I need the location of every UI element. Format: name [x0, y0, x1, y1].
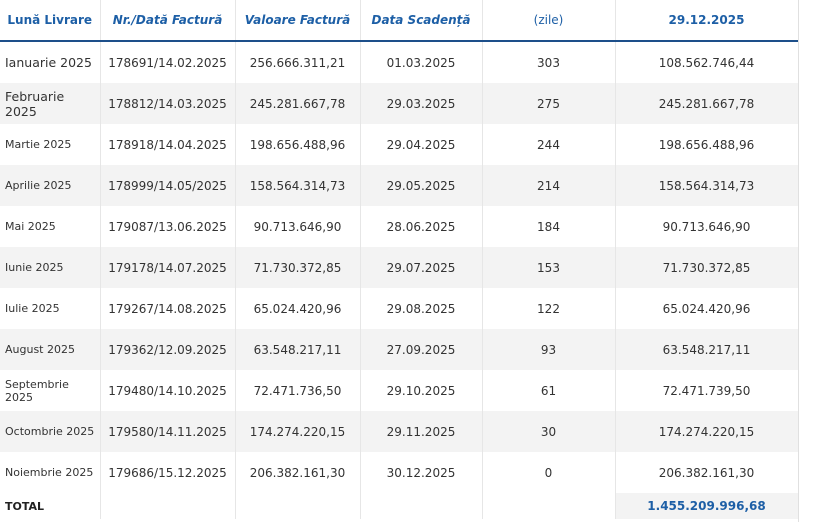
- table-row: Mai 2025 179087/13.06.2025 90.713.646,90 28…: [0, 206, 799, 247]
- table-cell: 179362/12.09.2025: [100, 329, 236, 370]
- table-cell: 214: [482, 165, 616, 206]
- table-row: Februarie 2025 178812/14.03.2025 245.281.6…: [0, 83, 799, 124]
- table-body: Ianuarie 2025 178691/14.02.2025 256.666.31…: [0, 41, 799, 519]
- table-cell: 179686/15.12.2025: [100, 452, 236, 493]
- table-cell: 178918/14.04.2025: [100, 124, 236, 165]
- table-cell: 158.564.314,73: [235, 165, 361, 206]
- table-cell: 01.03.2025: [360, 41, 483, 83]
- header-cell: Data Scadență: [360, 0, 483, 42]
- table-cell: 178691/14.02.2025: [100, 41, 236, 83]
- empty-cell: [235, 493, 361, 519]
- table-cell: 275: [482, 83, 616, 124]
- header-cell: Nr./Dată Factură: [100, 0, 236, 42]
- table-cell: 179087/13.06.2025: [100, 206, 236, 247]
- table-cell: 90.713.646,90: [235, 206, 361, 247]
- table-cell: 198.656.488,96: [615, 124, 799, 165]
- header-cell: Lună Livrare: [0, 0, 101, 42]
- table-row: Aprilie 2025 178999/14.05/2025 158.564.314…: [0, 165, 799, 206]
- table-cell: 71.730.372,85: [235, 247, 361, 288]
- table-cell: 179178/14.07.2025: [100, 247, 236, 288]
- invoice-table: Lună Livrare Nr./Dată Factură Valoare Fact…: [0, 0, 799, 519]
- table-row: Ianuarie 2025 178691/14.02.2025 256.666.31…: [0, 41, 799, 83]
- table-cell: 178812/14.03.2025: [100, 83, 236, 124]
- table-cell: 0: [482, 452, 616, 493]
- table-row: Septembrie 2025 179480/14.10.2025 72.471.7…: [0, 370, 799, 411]
- table-cell: 27.09.2025: [360, 329, 483, 370]
- table-cell: 256.666.311,21: [235, 41, 361, 83]
- table-cell: 245.281.667,78: [235, 83, 361, 124]
- table-cell: 174.274.220,15: [615, 411, 799, 452]
- table-cell: Februarie 2025: [0, 83, 101, 124]
- table-row: August 2025 179362/12.09.2025 63.548.217,1…: [0, 329, 799, 370]
- table-cell: 303: [482, 41, 616, 83]
- table-cell: 72.471.736,50: [235, 370, 361, 411]
- table-cell: 245.281.667,78: [615, 83, 799, 124]
- total-value: 1.455.209.996,68: [615, 493, 799, 519]
- table-cell: Martie 2025: [0, 124, 101, 165]
- table-cell: Iunie 2025: [0, 247, 101, 288]
- table-cell: 90.713.646,90: [615, 206, 799, 247]
- table-cell: 178999/14.05/2025: [100, 165, 236, 206]
- table-cell: 63.548.217,11: [615, 329, 799, 370]
- table-cell: 29.05.2025: [360, 165, 483, 206]
- table-cell: 198.656.488,96: [235, 124, 361, 165]
- table-cell: 61: [482, 370, 616, 411]
- header-cell: Valoare Factură: [235, 0, 361, 42]
- empty-cell: [360, 493, 483, 519]
- total-row: TOTAL 1.455.209.996,68: [0, 493, 799, 519]
- table-cell: 179480/14.10.2025: [100, 370, 236, 411]
- table-cell: Iulie 2025: [0, 288, 101, 329]
- table-cell: 30.12.2025: [360, 452, 483, 493]
- table-cell: 30: [482, 411, 616, 452]
- table-row: Octombrie 2025 179580/14.11.2025 174.274.2…: [0, 411, 799, 452]
- table-cell: Octombrie 2025: [0, 411, 101, 452]
- table-cell: 174.274.220,15: [235, 411, 361, 452]
- table-row: Noiembrie 2025 179686/15.12.2025 206.382.1…: [0, 452, 799, 493]
- table-cell: 93: [482, 329, 616, 370]
- table-cell: 71.730.372,85: [615, 247, 799, 288]
- table-row: Iulie 2025 179267/14.08.2025 65.024.420,96…: [0, 288, 799, 329]
- table-row: Iunie 2025 179178/14.07.2025 71.730.372,85…: [0, 247, 799, 288]
- empty-cell: [100, 493, 236, 519]
- table-cell: Ianuarie 2025: [0, 41, 101, 83]
- table-cell: 29.10.2025: [360, 370, 483, 411]
- table-cell: 122: [482, 288, 616, 329]
- table-cell: 72.471.739,50: [615, 370, 799, 411]
- header-cell: (zile): [482, 0, 616, 42]
- table-cell: 29.08.2025: [360, 288, 483, 329]
- table-cell: 244: [482, 124, 616, 165]
- table-cell: Mai 2025: [0, 206, 101, 247]
- table-cell: 153: [482, 247, 616, 288]
- header-cell: 29.12.2025: [615, 0, 799, 42]
- table-cell: 29.03.2025: [360, 83, 483, 124]
- table-row: Martie 2025 178918/14.04.2025 198.656.488,…: [0, 124, 799, 165]
- table-cell: 179267/14.08.2025: [100, 288, 236, 329]
- edge-line: [798, 0, 799, 522]
- table-cell: 108.562.746,44: [615, 41, 799, 83]
- table-cell: Septembrie 2025: [0, 370, 101, 411]
- empty-cell: [482, 493, 616, 519]
- table-cell: 158.564.314,73: [615, 165, 799, 206]
- table-cell: 184: [482, 206, 616, 247]
- header-row: Lună Livrare Nr./Dată Factură Valoare Fact…: [0, 0, 799, 42]
- table-cell: 63.548.217,11: [235, 329, 361, 370]
- table-cell: 65.024.420,96: [235, 288, 361, 329]
- table-cell: August 2025: [0, 329, 101, 370]
- total-label: TOTAL: [0, 493, 101, 519]
- table-cell: 29.07.2025: [360, 247, 483, 288]
- table-cell: Aprilie 2025: [0, 165, 101, 206]
- table-cell: 206.382.161,30: [615, 452, 799, 493]
- table-cell: 179580/14.11.2025: [100, 411, 236, 452]
- table-cell: 29.04.2025: [360, 124, 483, 165]
- table-cell: Noiembrie 2025: [0, 452, 101, 493]
- table-cell: 206.382.161,30: [235, 452, 361, 493]
- table-cell: 29.11.2025: [360, 411, 483, 452]
- table-cell: 65.024.420,96: [615, 288, 799, 329]
- table-cell: 28.06.2025: [360, 206, 483, 247]
